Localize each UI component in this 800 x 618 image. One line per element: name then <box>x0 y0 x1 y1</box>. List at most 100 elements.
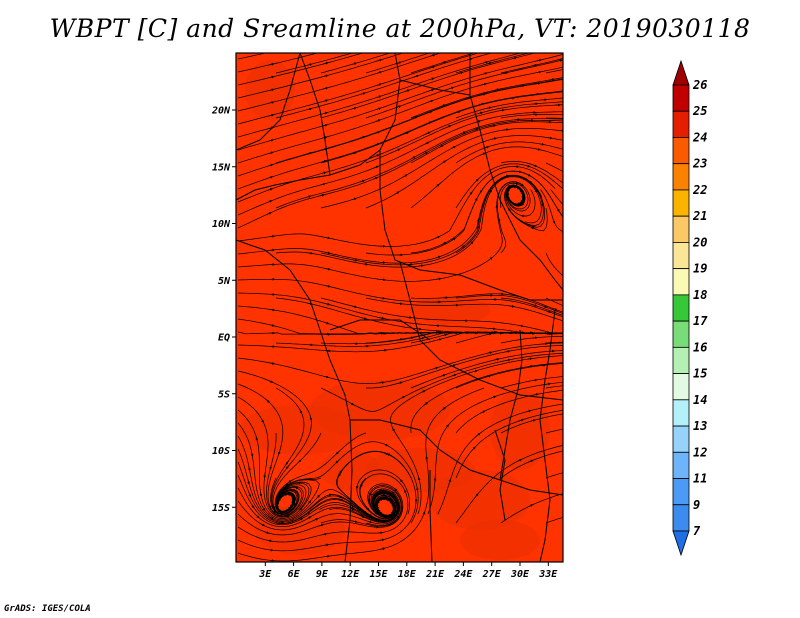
streamline-arrow <box>519 182 524 187</box>
streamline-arrow <box>403 131 409 135</box>
latitude-axis: 20N 15N 10N 5N EQ 5S 10S 15S <box>211 106 236 514</box>
streamline <box>545 252 563 277</box>
streamline-arrow <box>318 523 324 527</box>
streamline-arrow <box>268 151 274 155</box>
border-line <box>236 53 301 151</box>
streamline-arrow <box>499 177 504 181</box>
streamline-arrow <box>438 144 444 148</box>
streamline-arrow <box>307 500 311 505</box>
streamline-arrow <box>266 212 272 215</box>
lat-label: 5N <box>218 276 231 287</box>
streamline-arrow <box>532 378 538 382</box>
streamline-arrow <box>376 71 383 74</box>
streamline-arrow <box>520 197 524 203</box>
streamline-arrow <box>319 193 325 197</box>
streamline-arrow <box>394 191 400 195</box>
border-line <box>499 329 523 481</box>
streamline-arrow <box>391 491 396 496</box>
streamline <box>237 174 543 264</box>
streamline-arrow <box>424 141 430 145</box>
streamline-arrow <box>397 338 404 341</box>
streamline-arrow <box>446 125 452 128</box>
streamline-arrow <box>530 226 536 230</box>
colorbar-label: 7 <box>693 524 701 538</box>
streamline-arrow <box>309 415 313 421</box>
streamline-arrow <box>455 110 461 114</box>
streamline-arrow <box>445 424 449 430</box>
streamline-arrow <box>277 514 284 518</box>
streamline-arrow <box>552 218 556 224</box>
streamline-arrow <box>269 62 275 66</box>
streamline-arrow <box>269 234 276 238</box>
streamline-arrow <box>440 104 446 107</box>
streamline-arrow <box>505 194 509 200</box>
streamline-arrow <box>286 482 291 486</box>
streamline-arrow <box>430 54 436 57</box>
streamline-arrow <box>269 248 276 252</box>
streamline-arrow <box>359 179 366 183</box>
streamline-arrow <box>380 296 386 300</box>
streamline-arrow <box>361 316 367 320</box>
streamline <box>275 482 310 513</box>
streamline-arrow <box>323 61 329 65</box>
streamline-arrow <box>474 493 479 498</box>
streamline-arrow <box>322 532 328 536</box>
streamline-arrow <box>525 164 531 168</box>
streamline-arrow <box>375 131 381 134</box>
streamline <box>410 77 563 119</box>
lon-label: 27E <box>482 569 502 580</box>
streamline-arrow <box>349 402 355 406</box>
streamline-arrow <box>539 142 545 146</box>
streamline-arrow <box>481 82 487 86</box>
streamline-arrow <box>541 201 544 207</box>
streamline-arrow <box>448 86 455 90</box>
streamline-arrow <box>482 72 488 75</box>
streamline-arrow <box>503 128 510 132</box>
colorbar-box <box>672 163 690 191</box>
streamline-arrow <box>262 506 266 511</box>
streamline-arrow <box>528 459 534 463</box>
streamline-arrow <box>499 108 506 112</box>
streamline-arrow <box>277 449 281 455</box>
streamline-arrow <box>518 324 524 328</box>
streamline-arrow <box>284 514 291 518</box>
streamline-arrow <box>379 381 385 384</box>
streamline-arrow <box>547 136 553 140</box>
streamline-arrow <box>268 548 274 552</box>
streamline-arrow <box>526 409 532 413</box>
streamline-arrow <box>379 538 385 542</box>
streamline-arrow <box>307 251 314 255</box>
streamline-arrow <box>376 107 382 111</box>
streamline-arrow <box>306 63 313 67</box>
streamline-arrow <box>365 506 370 511</box>
streamlines <box>237 49 563 562</box>
streamline-arrow <box>532 63 538 67</box>
streamline-arrow <box>260 523 266 527</box>
streamline-arrow <box>441 242 447 245</box>
streamline-arrow <box>404 89 411 92</box>
streamline-arrow <box>541 49 545 50</box>
streamline-arrow <box>338 498 344 502</box>
lon-label: 30E <box>510 569 530 580</box>
streamline-arrow <box>400 506 404 512</box>
colorbar-label: 18 <box>693 288 707 302</box>
streamline-arrow <box>509 304 515 308</box>
streamline-arrow <box>391 513 396 518</box>
streamline-arrow <box>323 74 329 78</box>
border-line <box>350 419 563 496</box>
colorbar-box <box>672 110 690 138</box>
streamline-arrow <box>527 364 534 368</box>
streamline-arrow <box>306 516 312 520</box>
lon-label: 3E <box>258 569 272 580</box>
streamline <box>237 119 563 229</box>
border-line <box>329 319 431 341</box>
streamline-arrow <box>517 458 523 462</box>
streamline-arrow <box>285 460 289 466</box>
streamline-arrow <box>490 124 496 128</box>
colorbar-box <box>672 268 690 296</box>
colorbar-label: 11 <box>693 472 707 486</box>
streamline-arrow <box>441 60 447 64</box>
lat-label: 5S <box>218 389 230 400</box>
streamline-arrow <box>477 225 481 231</box>
streamline-arrow <box>410 156 416 160</box>
